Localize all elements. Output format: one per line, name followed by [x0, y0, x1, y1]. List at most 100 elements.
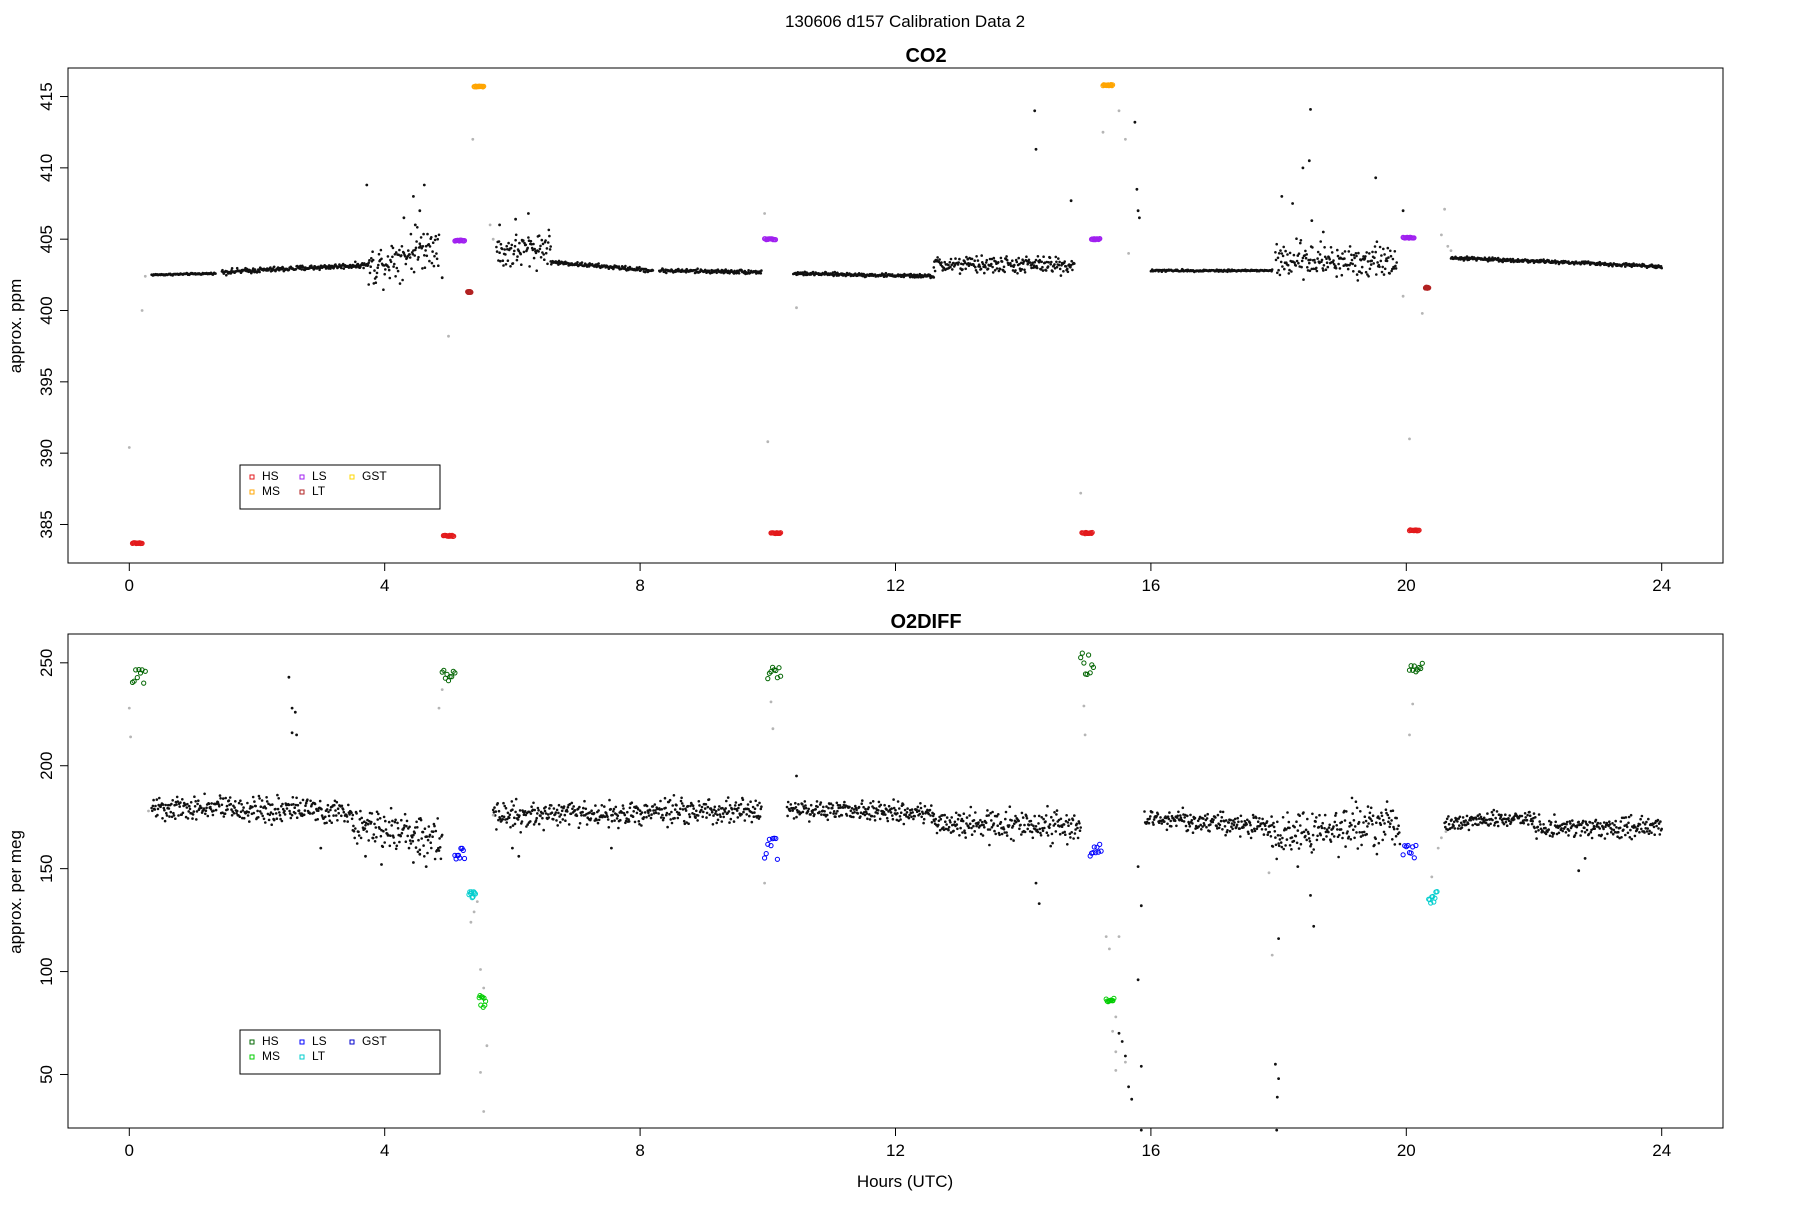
co2-ambient-point — [724, 268, 727, 271]
o2diff-ambient-point — [290, 706, 294, 710]
co2-ambient-point — [1375, 273, 1378, 276]
co2-ambient-point — [375, 271, 379, 275]
o2diff-ambient-point — [191, 813, 195, 816]
co2-ambient-point — [1325, 257, 1328, 261]
o2diff-ambient-point — [1005, 834, 1009, 837]
o2diff-ambient-point — [870, 814, 874, 818]
co2-ambient-point — [1381, 265, 1384, 269]
o2diff-ambient-point — [794, 806, 798, 809]
o2diff-ambient-point — [945, 823, 948, 826]
o2diff-ambient-point — [1236, 816, 1239, 820]
o2diff-ambient-point — [866, 817, 869, 821]
o2diff-ambient-point — [716, 813, 719, 817]
o2diff-ambient-point — [1531, 819, 1534, 823]
o2diff-ambient-point — [621, 804, 625, 807]
co2-ambient-point — [1270, 268, 1274, 271]
o2diff-ambient-point — [304, 804, 307, 807]
o2diff-ambient-point — [359, 809, 362, 813]
o2diff-ambient-point — [1660, 827, 1663, 831]
o2diff-ambient-point — [752, 815, 756, 818]
o2diff-ambient-point — [984, 821, 988, 825]
o2diff-ambient-point — [1165, 828, 1169, 832]
o2diff-ambient-point — [1238, 827, 1241, 830]
o2diff-ambient-point — [1012, 839, 1015, 842]
o2diff-ambient-point — [1359, 835, 1363, 838]
co2-ambient-point — [1360, 271, 1363, 275]
o2diff-ambient-point — [161, 817, 164, 820]
o2diff-ambient-point — [196, 802, 199, 806]
o2diff-ambient-point — [234, 800, 237, 803]
co2-y-tick-label: 415 — [37, 82, 56, 110]
o2diff-transition-point — [440, 688, 444, 691]
o2diff-ambient-point — [317, 809, 320, 812]
o2diff-ambient-point — [797, 803, 800, 806]
o2diff-ambient-point — [1350, 823, 1353, 827]
co2-ambient-point — [422, 232, 425, 236]
co2-ambient-point — [1382, 247, 1385, 251]
o2diff-ambient-point — [1351, 812, 1354, 815]
o2diff-ambient-point — [908, 813, 911, 817]
o2diff-ambient-point — [529, 820, 532, 823]
o2diff-ambient-point — [1060, 825, 1064, 828]
o2diff-ambient-point — [1277, 844, 1281, 848]
o2diff-ambient-point — [1266, 833, 1269, 836]
o2diff-ambient-point — [1505, 824, 1509, 827]
o2diff-ambient-point — [265, 800, 269, 803]
o2diff-ambient-point — [979, 818, 982, 822]
co2-ambient-point — [1290, 270, 1293, 273]
o2diff-ambient-point — [1325, 828, 1329, 831]
o2diff-ambient-point — [1044, 814, 1048, 817]
co2-ambient-point — [975, 271, 979, 274]
co2-y-tick-label: 395 — [37, 368, 56, 396]
o2diff-ambient-point — [921, 812, 925, 815]
co2-ambient-point — [1042, 255, 1045, 258]
o2diff-ambient-point — [1341, 836, 1344, 840]
co2-ambient-point — [1371, 250, 1374, 254]
co2-transition-point — [1117, 109, 1121, 113]
o2diff-ambient-point — [1619, 820, 1623, 823]
o2diff-ambient-point — [1044, 820, 1047, 823]
co2-x-tick-label: 24 — [1652, 576, 1671, 595]
o2diff-ambient-point — [195, 818, 198, 821]
o2diff-ambient-point — [1212, 818, 1215, 822]
o2diff-ambient-point — [276, 807, 280, 811]
o2diff-ambient-point — [1040, 816, 1043, 819]
o2diff-ambient-point — [294, 812, 297, 815]
co2-ambient-point — [1020, 268, 1024, 271]
o2diff-ambient-point — [1071, 818, 1075, 822]
o2diff-ambient-point — [523, 810, 527, 813]
co2-ambient-point — [550, 263, 553, 266]
co2-ambient-point — [1357, 251, 1360, 255]
co2-ambient-point — [398, 282, 402, 285]
o2diff-ambient-point — [668, 812, 671, 816]
o2diff-ambient-point — [626, 810, 629, 814]
o2diff-transition-point — [482, 1110, 486, 1113]
o2diff-transition-point — [482, 986, 486, 990]
o2diff-ambient-point — [663, 796, 667, 800]
co2-ambient-point — [225, 273, 228, 277]
o2diff-ambient-point — [1274, 1062, 1277, 1066]
o2diff-ambient-point — [1365, 832, 1368, 836]
o2diff-ambient-point — [661, 818, 665, 822]
o2diff-ambient-point — [1322, 838, 1326, 841]
o2diff-ambient-point — [507, 816, 511, 819]
o2diff-ambient-point — [647, 814, 651, 817]
o2diff-ambient-point — [918, 812, 922, 816]
o2diff-ambient-point — [760, 805, 763, 808]
o2diff-transition-point — [485, 1044, 489, 1048]
co2-ambient-point — [258, 270, 261, 274]
o2diff-ambient-point — [1307, 837, 1311, 840]
o2diff-ambient-point — [295, 816, 299, 819]
co2-ambient-point — [1300, 259, 1304, 263]
o2diff-calibration-point-ls — [1087, 853, 1093, 859]
o2diff-ambient-point — [1018, 827, 1021, 831]
o2diff-x-tick-label: 4 — [380, 1141, 389, 1160]
o2diff-ambient-point — [1272, 821, 1275, 825]
o2diff-ambient-point — [1053, 811, 1056, 814]
co2-ambient-point — [393, 253, 397, 256]
o2diff-ambient-point — [1611, 832, 1615, 836]
co2-ambient-point — [370, 257, 373, 260]
co2-ambient-point — [1051, 270, 1054, 273]
o2diff-ambient-point — [580, 814, 583, 817]
o2diff-ambient-point — [857, 805, 861, 809]
